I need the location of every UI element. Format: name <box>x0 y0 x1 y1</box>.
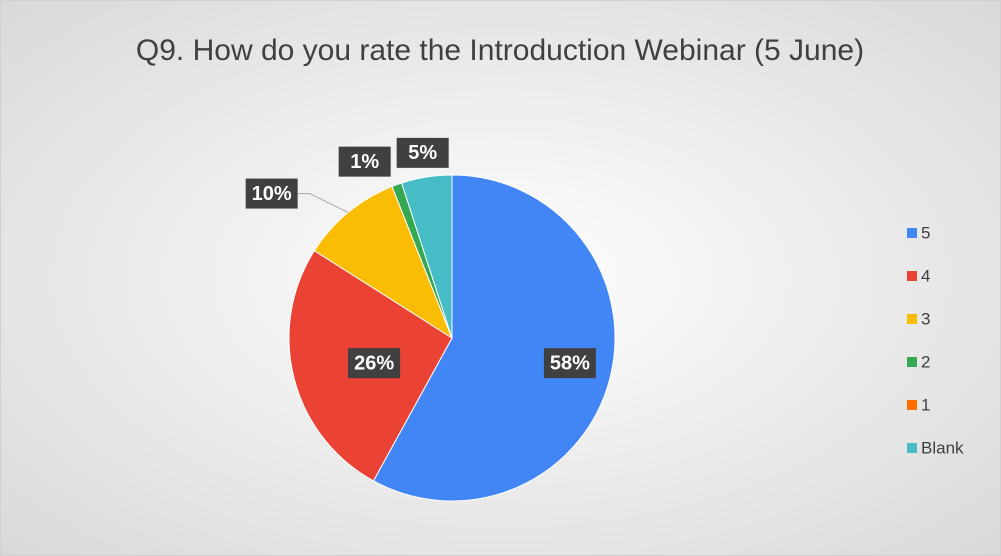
legend-swatch <box>907 228 917 238</box>
legend-swatch <box>907 314 917 324</box>
legend-label: 1 <box>921 395 930 414</box>
label-box <box>396 137 449 168</box>
legend-label: 3 <box>921 309 930 328</box>
legend-swatch <box>907 400 917 410</box>
data-label: 1% <box>350 151 379 173</box>
legend-swatch <box>907 357 917 367</box>
legend-swatch <box>907 443 917 453</box>
data-label: 26% <box>354 352 394 374</box>
legend-label: 5 <box>921 223 930 242</box>
data-label: 10% <box>252 183 292 205</box>
chart-title: Q9. How do you rate the Introduction Web… <box>135 34 865 67</box>
legend-swatch <box>907 271 917 281</box>
label-box <box>543 348 596 379</box>
leader-line <box>297 193 349 213</box>
pie-slice <box>313 185 454 340</box>
label-box <box>338 146 391 177</box>
legend-label: 4 <box>921 266 930 285</box>
pie-slice <box>400 174 453 339</box>
legend-label: Blank <box>921 438 964 457</box>
label-box <box>245 178 298 209</box>
legend-label: 2 <box>921 352 930 371</box>
pie-slice <box>372 174 616 502</box>
label-box <box>348 348 401 379</box>
data-label: 5% <box>408 142 437 164</box>
data-label: 58% <box>550 352 590 374</box>
